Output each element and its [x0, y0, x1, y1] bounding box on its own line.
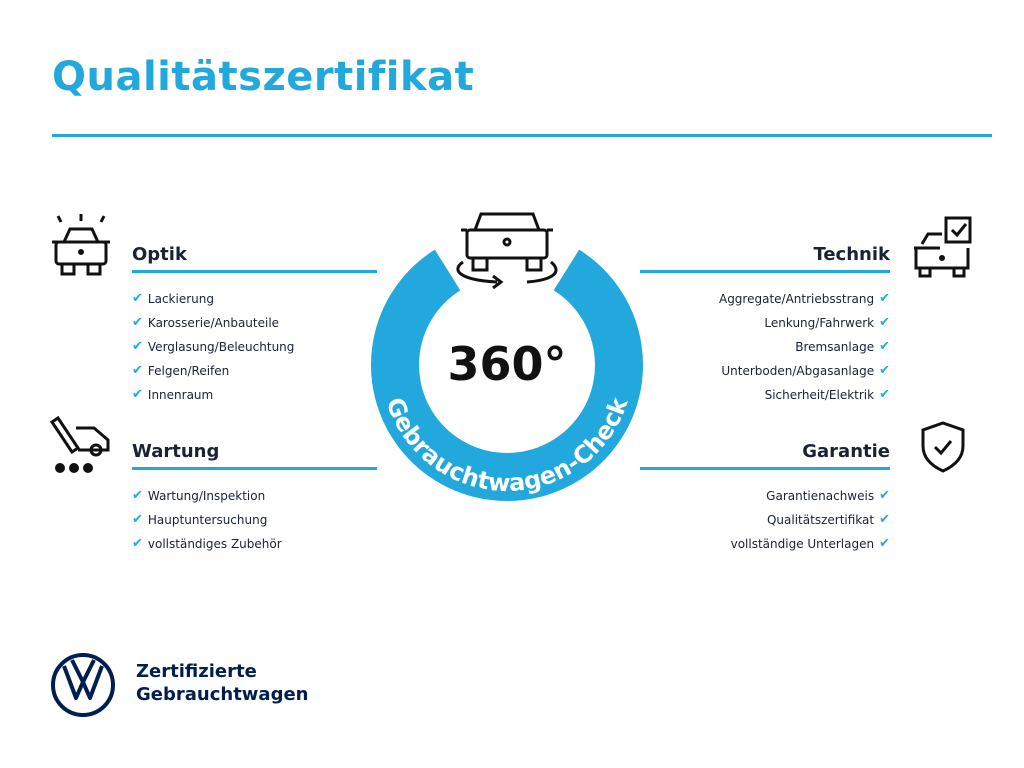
list-item: Aggregate/Antriebsstrang ✔ [640, 287, 890, 311]
list-item: ✔ Innenraum [132, 383, 377, 407]
section-technik: Technik Aggregate/Antriebsstrang ✔ Lenkun… [640, 244, 890, 407]
list-item: Qualitätszertifikat ✔ [640, 508, 890, 532]
list-item: ✔ Karosserie/Anbauteile [132, 311, 377, 335]
brand-line-1: Zertifizierte [136, 661, 257, 682]
check-icon: ✔ [132, 512, 143, 527]
list-item: ✔ Wartung/Inspektion [132, 484, 377, 508]
vw-logo [51, 653, 115, 717]
section-optik: Optik ✔ Lackierung ✔ Karosserie/Anbauteile… [132, 244, 377, 407]
list-item: Garantienachweis ✔ [640, 484, 890, 508]
check-icon: ✔ [879, 488, 890, 503]
list-item: Lenkung/Fahrwerk ✔ [640, 311, 890, 335]
shield-check-icon [921, 421, 965, 473]
check-icon: ✔ [879, 363, 890, 378]
check-icon: ✔ [132, 291, 143, 306]
check-icon: ✔ [132, 488, 143, 503]
car-lights-icon [52, 214, 110, 276]
list-item: Unterboden/Abgasanlage ✔ [640, 359, 890, 383]
section-title: Optik [132, 244, 187, 265]
car-rotate-icon [456, 212, 558, 290]
car-checklist-icon [914, 216, 972, 278]
divider [52, 134, 992, 137]
check-icon: ✔ [879, 291, 890, 306]
divider [132, 270, 377, 273]
list-item: ✔ vollständiges Zubehör [132, 532, 377, 556]
divider [132, 467, 377, 470]
divider [640, 467, 890, 470]
ring [371, 249, 643, 501]
check-icon: ✔ [879, 315, 890, 330]
check-icon: ✔ [879, 339, 890, 354]
page-title: Qualitätszertifikat [52, 54, 475, 100]
list-item: vollständige Unterlagen ✔ [640, 532, 890, 556]
section-wartung: Wartung ✔ Wartung/Inspektion ✔ Hauptunters… [132, 441, 377, 556]
brand-text: Zertifizierte Gebrauchtwagen [136, 660, 308, 706]
check-icon: ✔ [132, 339, 143, 354]
brand-line-2: Gebrauchtwagen [136, 684, 309, 705]
check-icon: ✔ [132, 363, 143, 378]
section-title: Technik [813, 244, 890, 265]
section-title: Wartung [132, 441, 220, 462]
check-icon: ✔ [879, 387, 890, 402]
check-icon: ✔ [132, 387, 143, 402]
list-item: ✔ Hauptuntersuchung [132, 508, 377, 532]
list-item: Sicherheit/Elektrik ✔ [640, 383, 890, 407]
list-item: Bremsanlage ✔ [640, 335, 890, 359]
check-icon: ✔ [879, 536, 890, 551]
check-icon: ✔ [132, 536, 143, 551]
check-icon: ✔ [879, 512, 890, 527]
360-label: 360° [447, 337, 566, 391]
section-title: Garantie [802, 441, 890, 462]
check-icon: ✔ [132, 315, 143, 330]
divider [640, 270, 890, 273]
list-item: ✔ Felgen/Reifen [132, 359, 377, 383]
360-check-badge: Gebrauchtwagen-Check 360° [371, 212, 643, 501]
list-item: ✔ Verglasung/Beleuchtung [132, 335, 377, 359]
section-garantie: Garantie Garantienachweis ✔ Qualitätszert… [640, 441, 890, 556]
list-item: ✔ Lackierung [132, 287, 377, 311]
service-van-icon [49, 415, 110, 473]
